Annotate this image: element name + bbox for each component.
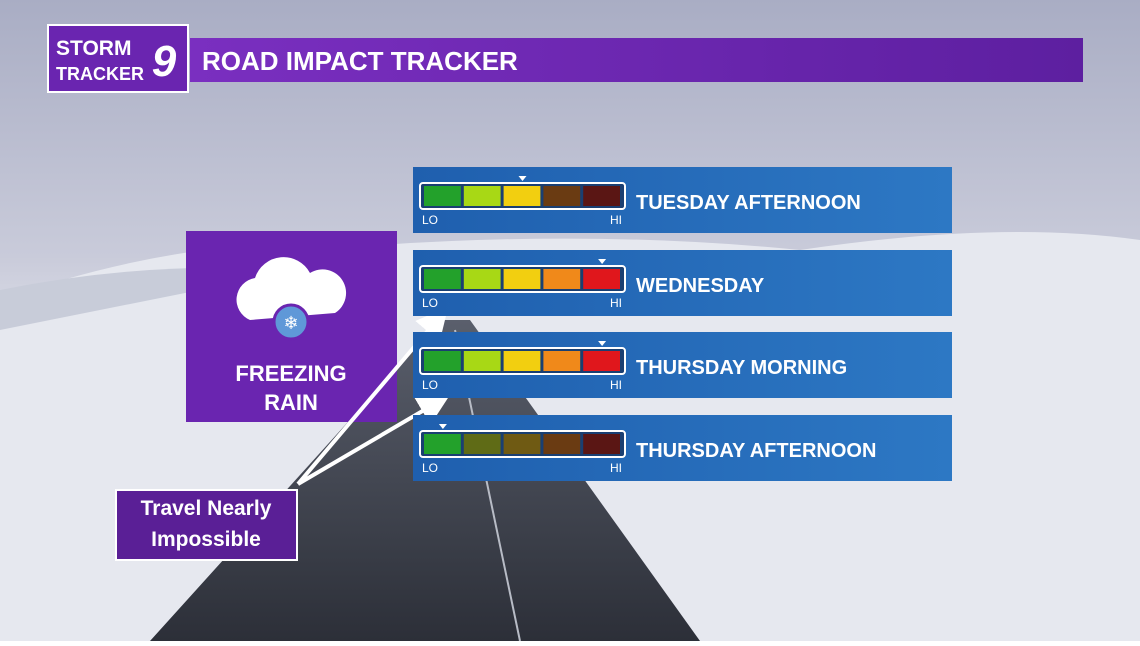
- meter-segment-active: [583, 351, 620, 371]
- condition-label: FREEZING: [235, 361, 346, 386]
- meter-segment: [543, 186, 581, 206]
- meter-segment: [583, 434, 620, 454]
- scale-hi: HI: [610, 213, 622, 227]
- meter-segment-active: [583, 269, 620, 289]
- header-bar: [190, 38, 1083, 82]
- rows: LO HI TUESDAY AFTERNOON LO HI WEDNESDAY LO HI TH…: [413, 167, 952, 481]
- scale-hi: HI: [610, 461, 622, 475]
- snowflake-icon: ❄: [283, 313, 298, 333]
- logo: [47, 24, 189, 93]
- scale-lo: LO: [422, 296, 438, 310]
- header-title: ROAD IMPACT TRACKER: [202, 46, 518, 76]
- level-marker: [598, 259, 607, 264]
- logo-line: STORM: [56, 37, 131, 60]
- callout-box: [115, 489, 298, 561]
- level-marker: [598, 341, 607, 346]
- cloud-icon: [236, 257, 347, 320]
- row-label: WEDNESDAY: [636, 275, 765, 297]
- meter-segment: [503, 434, 541, 454]
- arrow: [296, 394, 450, 486]
- level-marker: [438, 424, 447, 429]
- meter-segment: [543, 434, 581, 454]
- scale-lo: LO: [422, 378, 438, 392]
- meter-segment-active: [463, 186, 501, 206]
- callout-text: Impossible: [151, 528, 261, 551]
- logo-number: 9: [152, 37, 177, 86]
- snow-drop-icon: [272, 303, 310, 341]
- meter-segment-active: [424, 351, 461, 371]
- scale-hi: HI: [610, 378, 622, 392]
- meter-segment-active: [503, 186, 541, 206]
- level-marker: [518, 176, 527, 181]
- meter-segment: [463, 434, 501, 454]
- meter-segment-active: [424, 269, 461, 289]
- scale-lo: LO: [422, 213, 438, 227]
- logo-line: TRACKER: [56, 64, 144, 84]
- meter-segment-active: [424, 186, 461, 206]
- meter-segment-active: [463, 269, 501, 289]
- meter-segment-active: [424, 434, 461, 454]
- row-label: THURSDAY MORNING: [636, 357, 847, 379]
- meter-segment-active: [503, 351, 541, 371]
- row-label: THURSDAY AFTERNOON: [636, 440, 876, 462]
- row-label: TUESDAY AFTERNOON: [636, 192, 861, 214]
- meter-segment-active: [503, 269, 541, 289]
- meter-segment-active: [463, 351, 501, 371]
- scale-hi: HI: [610, 296, 622, 310]
- callout-text: Travel Nearly: [141, 497, 272, 520]
- meter-segment-active: [543, 351, 581, 371]
- scale-lo: LO: [422, 461, 438, 475]
- condition-label: RAIN: [264, 390, 318, 415]
- meter-segment: [583, 186, 620, 206]
- meter-segment-active: [543, 269, 581, 289]
